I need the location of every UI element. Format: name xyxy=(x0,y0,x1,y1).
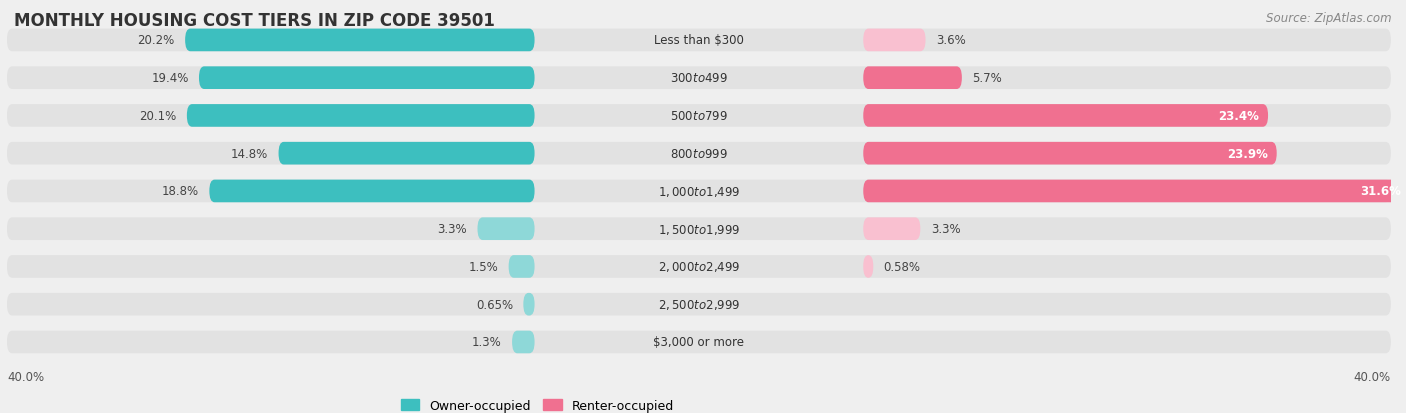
FancyBboxPatch shape xyxy=(863,67,962,90)
FancyBboxPatch shape xyxy=(200,67,534,90)
Text: 20.2%: 20.2% xyxy=(138,34,174,47)
FancyBboxPatch shape xyxy=(478,218,534,240)
Text: 19.4%: 19.4% xyxy=(152,72,188,85)
Text: 1.5%: 1.5% xyxy=(468,260,498,273)
FancyBboxPatch shape xyxy=(7,29,1391,52)
Text: MONTHLY HOUSING COST TIERS IN ZIP CODE 39501: MONTHLY HOUSING COST TIERS IN ZIP CODE 3… xyxy=(14,12,495,30)
FancyBboxPatch shape xyxy=(863,142,1277,165)
Text: 5.7%: 5.7% xyxy=(972,72,1002,85)
FancyBboxPatch shape xyxy=(186,29,534,52)
FancyBboxPatch shape xyxy=(7,293,1391,316)
FancyBboxPatch shape xyxy=(7,331,1391,354)
Text: 40.0%: 40.0% xyxy=(7,370,44,383)
FancyBboxPatch shape xyxy=(7,67,1391,90)
FancyBboxPatch shape xyxy=(509,256,534,278)
FancyBboxPatch shape xyxy=(7,105,1391,128)
Legend: Owner-occupied, Renter-occupied: Owner-occupied, Renter-occupied xyxy=(401,399,675,412)
Text: $1,000 to $1,499: $1,000 to $1,499 xyxy=(658,185,740,199)
Text: 1.3%: 1.3% xyxy=(472,336,502,349)
FancyBboxPatch shape xyxy=(863,256,873,278)
Text: $3,000 or more: $3,000 or more xyxy=(654,336,744,349)
FancyBboxPatch shape xyxy=(523,293,534,316)
Text: 3.3%: 3.3% xyxy=(437,223,467,236)
FancyBboxPatch shape xyxy=(187,105,534,128)
Text: Source: ZipAtlas.com: Source: ZipAtlas.com xyxy=(1267,12,1392,25)
FancyBboxPatch shape xyxy=(512,331,534,354)
FancyBboxPatch shape xyxy=(863,29,925,52)
Text: 23.9%: 23.9% xyxy=(1227,147,1268,160)
FancyBboxPatch shape xyxy=(7,142,1391,165)
Text: 23.4%: 23.4% xyxy=(1219,110,1260,123)
Text: 40.0%: 40.0% xyxy=(1354,370,1391,383)
Text: 18.8%: 18.8% xyxy=(162,185,200,198)
Text: $500 to $799: $500 to $799 xyxy=(671,110,728,123)
Text: 0.58%: 0.58% xyxy=(883,260,921,273)
Text: $2,500 to $2,999: $2,500 to $2,999 xyxy=(658,297,740,311)
FancyBboxPatch shape xyxy=(7,256,1391,278)
Text: 3.6%: 3.6% xyxy=(936,34,966,47)
Text: 14.8%: 14.8% xyxy=(231,147,269,160)
FancyBboxPatch shape xyxy=(863,105,1268,128)
FancyBboxPatch shape xyxy=(7,180,1391,203)
Text: $800 to $999: $800 to $999 xyxy=(671,147,728,160)
Text: Less than $300: Less than $300 xyxy=(654,34,744,47)
FancyBboxPatch shape xyxy=(863,180,1406,203)
FancyBboxPatch shape xyxy=(7,218,1391,240)
Text: 20.1%: 20.1% xyxy=(139,110,177,123)
FancyBboxPatch shape xyxy=(209,180,534,203)
FancyBboxPatch shape xyxy=(863,218,921,240)
Text: 31.6%: 31.6% xyxy=(1361,185,1402,198)
FancyBboxPatch shape xyxy=(278,142,534,165)
Text: 0.65%: 0.65% xyxy=(475,298,513,311)
Text: $300 to $499: $300 to $499 xyxy=(671,72,728,85)
Text: $1,500 to $1,999: $1,500 to $1,999 xyxy=(658,222,740,236)
Text: $2,000 to $2,499: $2,000 to $2,499 xyxy=(658,260,740,274)
Text: 3.3%: 3.3% xyxy=(931,223,960,236)
